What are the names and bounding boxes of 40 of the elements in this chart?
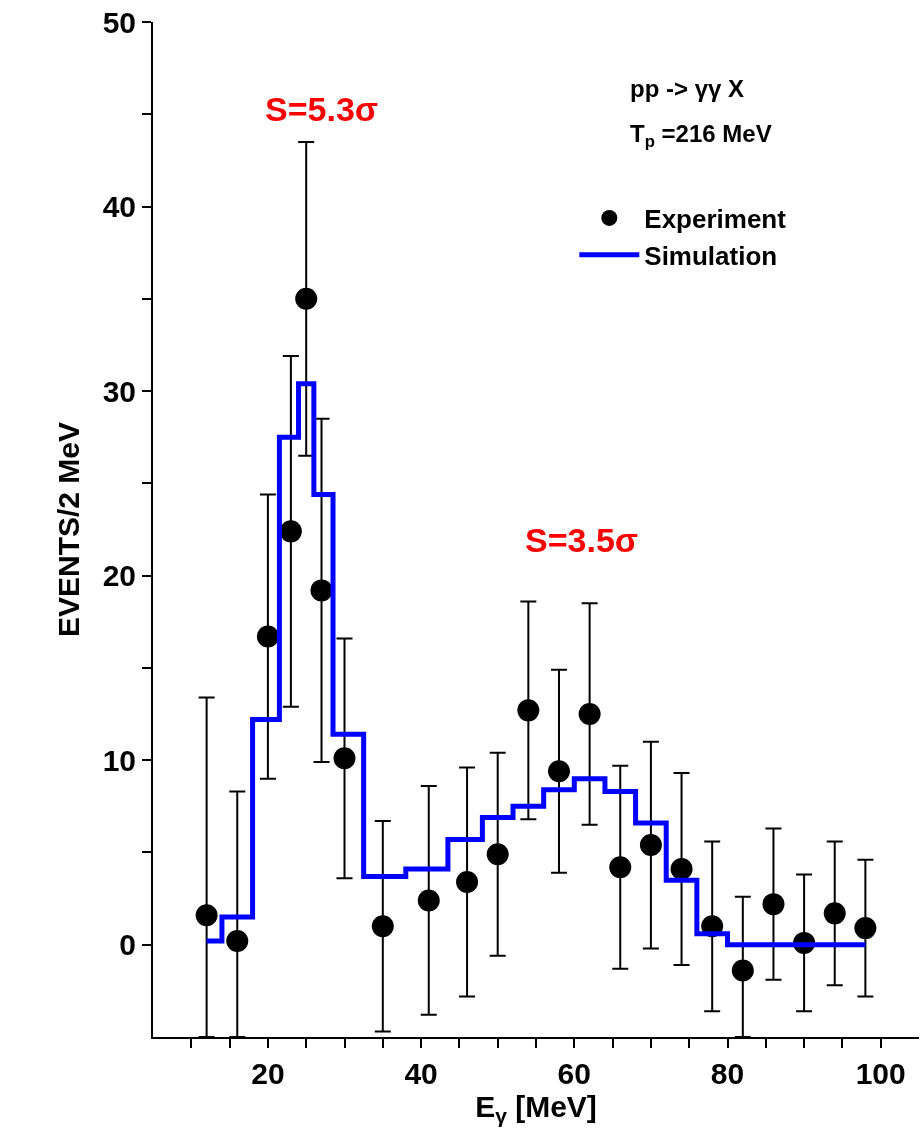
- point: [762, 893, 785, 916]
- y-tick-label: 20: [102, 559, 136, 593]
- point: [310, 579, 333, 602]
- point: [731, 959, 754, 982]
- point: [226, 930, 249, 953]
- legend-label: Simulation: [644, 240, 778, 271]
- x-tick-label: 20: [251, 1057, 285, 1090]
- point: [639, 834, 662, 857]
- annotation: S=3.5σ: [525, 521, 639, 559]
- point: [417, 889, 440, 912]
- y-tick-label: 40: [102, 190, 136, 224]
- point: [517, 699, 540, 722]
- point: [456, 870, 479, 893]
- y-axis-title: EVENTS/2 MeV: [52, 421, 86, 638]
- x-tick-label: 100: [855, 1057, 906, 1090]
- point: [371, 915, 394, 938]
- point: [195, 904, 218, 927]
- point: [547, 760, 570, 783]
- point: [854, 917, 877, 940]
- point: [256, 625, 279, 648]
- annotation: pp -> γγ X: [630, 75, 745, 102]
- point: [823, 902, 846, 925]
- annotation: S=5.3σ: [265, 90, 379, 128]
- point: [609, 856, 632, 879]
- point: [486, 843, 509, 866]
- point: [333, 747, 356, 770]
- x-tick-label: 40: [404, 1057, 438, 1090]
- x-axis-title: E$_{γ}$ [MeV]: [475, 1090, 597, 1128]
- y-tick-label: 50: [102, 5, 136, 39]
- point: [578, 703, 601, 726]
- x-tick-label: 80: [710, 1057, 745, 1090]
- point: [295, 287, 318, 310]
- point: [670, 858, 693, 881]
- y-tick-label: 30: [102, 374, 136, 408]
- annotation: T$_{p}$ =216 MeV: [630, 120, 772, 152]
- x-tick-label: 60: [557, 1057, 591, 1090]
- point: [279, 520, 302, 543]
- y-tick-label: 0: [119, 928, 136, 962]
- y-tick-label: 10: [102, 743, 136, 777]
- legend-label: Experiment: [644, 204, 787, 235]
